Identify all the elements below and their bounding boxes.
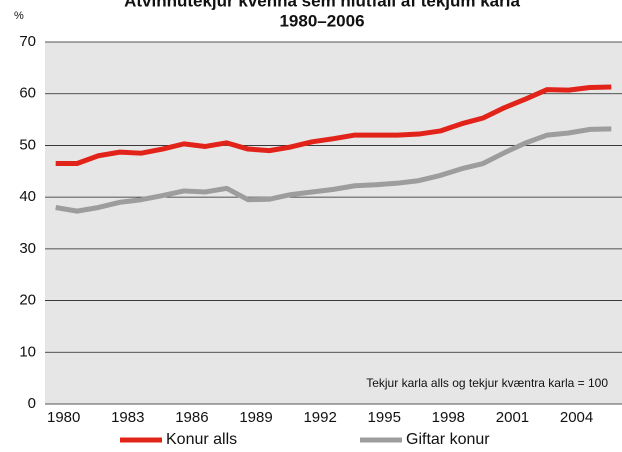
legend-label: Konur alls — [166, 431, 237, 448]
y-tick-label: 50 — [19, 136, 36, 153]
chart-title: Atvinnutekjur kvenna sem hlutfall af tek… — [124, 0, 520, 10]
line-series — [55, 84, 612, 167]
x-tick-label: 1995 — [368, 409, 401, 426]
y-tick-label: 0 — [28, 395, 36, 412]
x-tick-label: 1980 — [47, 409, 80, 426]
x-tick-label: 2004 — [560, 409, 593, 426]
y-tick-label: 60 — [19, 85, 36, 102]
annotation: Tekjur karla alls og tekjur kvæntra karl… — [366, 376, 608, 390]
y-tick-label: 70 — [19, 33, 36, 50]
x-tick-label: 1998 — [432, 409, 465, 426]
y-axis-label: % — [14, 10, 24, 22]
x-tick-label: 1989 — [239, 409, 272, 426]
x-tick-label: 2001 — [496, 409, 529, 426]
x-tick-label: 1983 — [111, 409, 144, 426]
legend-label: Giftar konur — [406, 431, 490, 448]
plot-background — [45, 42, 622, 404]
y-tick-label: 10 — [19, 343, 36, 360]
y-tick-label: 40 — [19, 188, 36, 205]
line-series — [55, 126, 612, 214]
chart-subtitle: 1980–2006 — [279, 11, 364, 30]
y-tick-label: 20 — [19, 292, 36, 309]
x-tick-label: 1986 — [175, 409, 208, 426]
y-tick-label: 30 — [19, 240, 36, 257]
x-tick-label: 1992 — [303, 409, 336, 426]
